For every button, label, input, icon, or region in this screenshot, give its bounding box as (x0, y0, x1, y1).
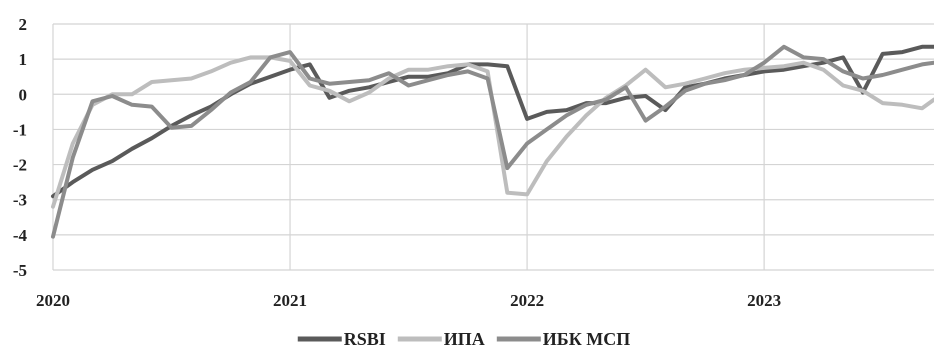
legend-label: RSBI (344, 329, 386, 349)
legend: RSBI ИПА ИБК МСП (297, 329, 630, 349)
y-tick-label: -3 (13, 191, 27, 210)
grid-layer (52, 23, 934, 271)
y-tick-label: 0 (19, 85, 28, 104)
series-layer (51, 44, 934, 239)
x-tick-label: 2020 (36, 291, 70, 310)
series-line-2 (51, 55, 934, 209)
x-tick-label: 2023 (747, 291, 781, 310)
axis-layer: 2 1 0 -1 -2 -3 -4 -5 2020 2021 2022 2023 (13, 15, 781, 310)
y-tick-label: -2 (13, 156, 27, 175)
y-tick-label: -4 (13, 226, 28, 245)
series-line-1 (51, 44, 934, 199)
y-tick-label: 1 (19, 50, 28, 69)
y-tick-label: -1 (13, 120, 27, 139)
legend-item: RSBI (297, 329, 386, 349)
y-tick-label: -5 (13, 261, 27, 280)
x-tick-label: 2021 (273, 291, 307, 310)
series-line-3 (51, 44, 934, 239)
x-tick-label: 2022 (510, 291, 544, 310)
legend-item: ИПА (397, 329, 485, 349)
legend-label: ИБК МСП (543, 329, 630, 349)
y-tick-label: 2 (19, 15, 28, 34)
legend-label: ИПА (444, 329, 485, 349)
legend-item: ИБК МСП (496, 329, 630, 349)
